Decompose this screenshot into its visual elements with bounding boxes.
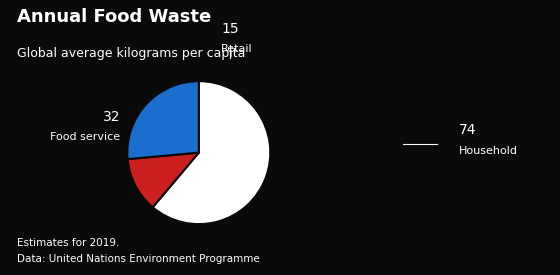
- Text: 74: 74: [459, 123, 477, 138]
- Wedge shape: [127, 81, 199, 159]
- Text: 15: 15: [221, 22, 239, 36]
- Text: Estimates for 2019.: Estimates for 2019.: [17, 238, 119, 248]
- Text: Data: United Nations Environment Programme: Data: United Nations Environment Program…: [17, 254, 259, 264]
- Wedge shape: [128, 153, 199, 207]
- Text: Retail: Retail: [221, 44, 253, 54]
- Text: Global average kilograms per capita: Global average kilograms per capita: [17, 47, 245, 60]
- Text: Annual Food Waste: Annual Food Waste: [17, 8, 211, 26]
- Wedge shape: [153, 81, 270, 224]
- Text: Food service: Food service: [50, 132, 120, 142]
- Text: 32: 32: [103, 110, 120, 124]
- Text: Household: Household: [459, 146, 518, 156]
